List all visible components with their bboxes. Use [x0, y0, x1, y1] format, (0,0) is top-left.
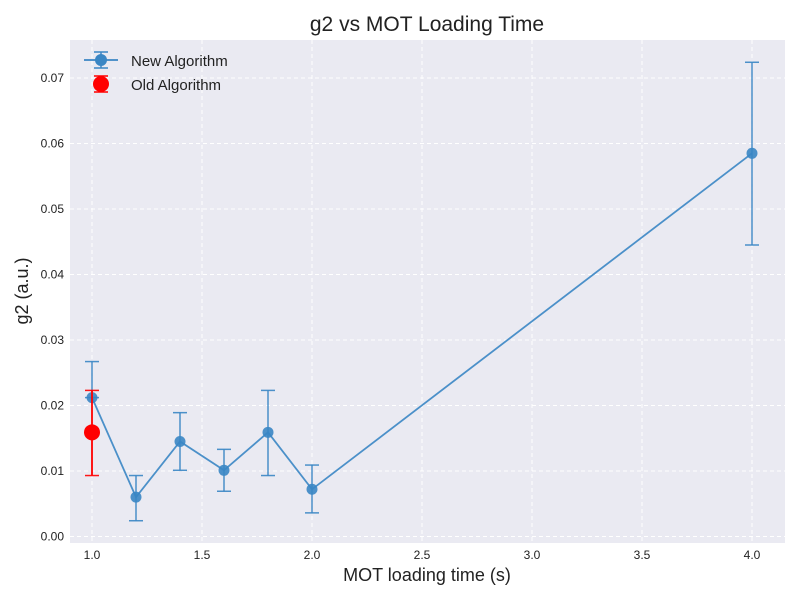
- series-new-algorithm: [85, 61, 759, 522]
- x-tick-label: 1.5: [194, 548, 211, 562]
- x-tick-label: 3.0: [524, 548, 541, 562]
- legend-entry-old-algorithm: Old Algorithm: [93, 75, 221, 94]
- x-tick-label: 4.0: [744, 548, 761, 562]
- legend: New Algorithm Old Algorithm: [84, 51, 228, 94]
- data-point: [130, 491, 142, 503]
- y-tick-label: 0.01: [41, 464, 65, 478]
- x-axis-label: MOT loading time (s): [343, 565, 511, 585]
- chart-title: g2 vs MOT Loading Time: [310, 13, 544, 36]
- data-point: [306, 483, 318, 495]
- y-tick-label: 0.07: [41, 71, 65, 85]
- y-tick-label: 0.06: [41, 136, 65, 150]
- y-tick-label: 0.02: [41, 398, 65, 412]
- grid-lines: [70, 40, 785, 543]
- legend-old-marker-icon: [93, 76, 109, 92]
- series-layer: [84, 61, 759, 522]
- x-tick-label: 2.0: [304, 548, 321, 562]
- data-point: [746, 147, 758, 159]
- x-tick-label: 3.5: [634, 548, 651, 562]
- data-point: [218, 464, 230, 476]
- x-axis-ticks: 1.0 1.5 2.0 2.5 3.0 3.5 4.0: [84, 548, 761, 562]
- y-tick-label: 0.03: [41, 333, 65, 347]
- x-tick-label: 2.5: [414, 548, 431, 562]
- y-axis-ticks: 0.00 0.01 0.02 0.03 0.04 0.05 0.06 0.07: [41, 71, 65, 543]
- y-tick-label: 0.05: [41, 202, 65, 216]
- legend-entry-new-algorithm: New Algorithm: [84, 51, 228, 70]
- data-point: [84, 424, 100, 441]
- plot-area: [70, 40, 785, 543]
- legend-label-old: Old Algorithm: [131, 77, 221, 94]
- data-point: [262, 426, 274, 438]
- legend-new-marker-icon: [95, 54, 107, 66]
- y-axis-label: g2 (a.u.): [12, 257, 32, 324]
- series-old-algorithm: [84, 389, 100, 477]
- y-tick-label: 0.04: [41, 267, 65, 281]
- y-tick-label: 0.00: [41, 529, 65, 543]
- x-tick-label: 1.0: [84, 548, 101, 562]
- data-point: [174, 435, 186, 447]
- legend-label-new: New Algorithm: [131, 53, 228, 70]
